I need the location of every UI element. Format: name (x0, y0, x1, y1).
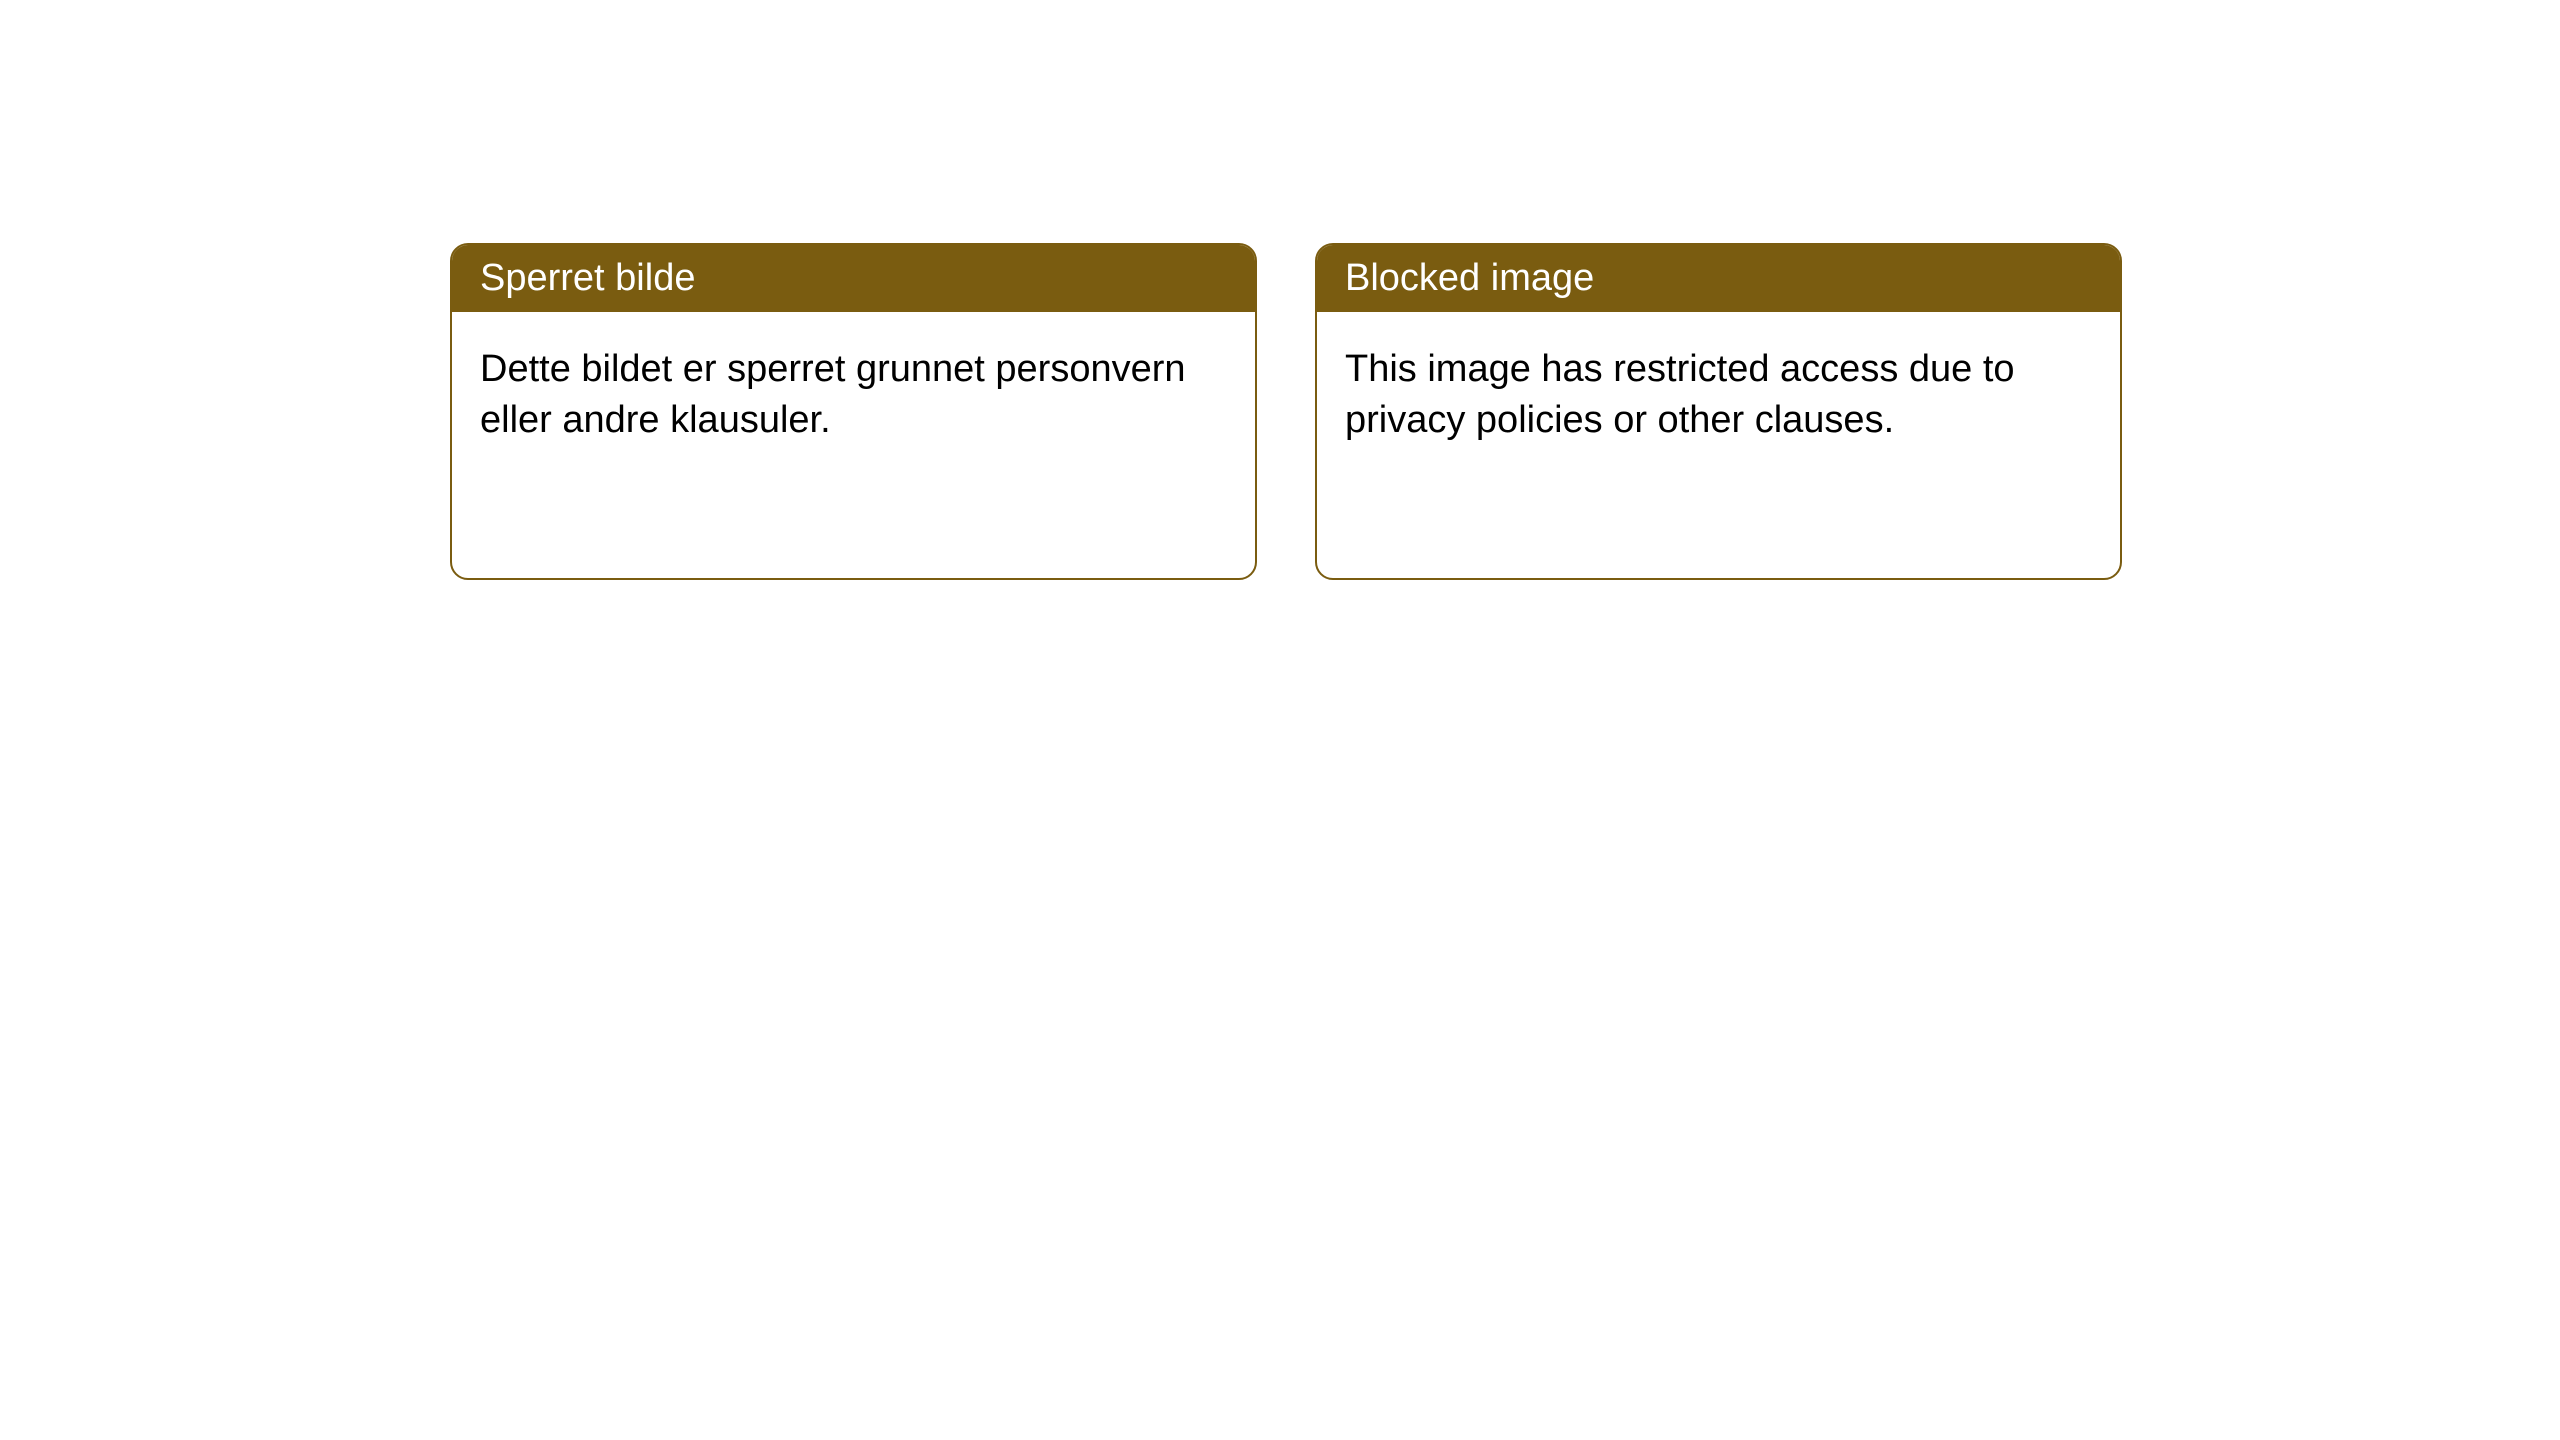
cards-container: Sperret bilde Dette bildet er sperret gr… (0, 0, 2560, 580)
card-body-no: Dette bildet er sperret grunnet personve… (452, 312, 1255, 479)
card-header-no: Sperret bilde (452, 245, 1255, 312)
card-header-en: Blocked image (1317, 245, 2120, 312)
blocked-image-card-en: Blocked image This image has restricted … (1315, 243, 2122, 580)
card-body-en: This image has restricted access due to … (1317, 312, 2120, 479)
card-title-en: Blocked image (1345, 257, 1594, 299)
card-text-en: This image has restricted access due to … (1345, 348, 2015, 441)
card-title-no: Sperret bilde (480, 257, 695, 299)
card-text-no: Dette bildet er sperret grunnet personve… (480, 348, 1186, 441)
blocked-image-card-no: Sperret bilde Dette bildet er sperret gr… (450, 243, 1257, 580)
